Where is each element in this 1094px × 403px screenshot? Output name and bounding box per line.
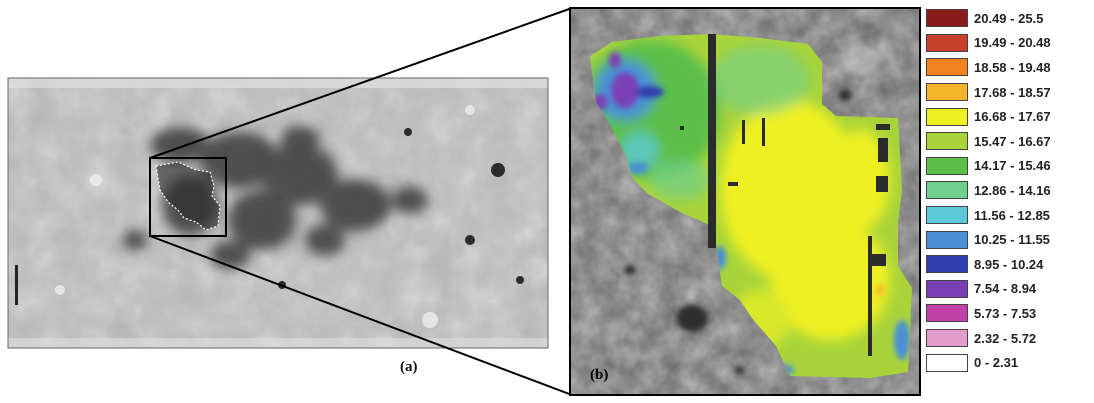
legend-swatch (926, 107, 968, 126)
legend-range-label: 17.68 - 18.57 (974, 84, 1051, 100)
legend-swatch (926, 83, 968, 102)
legend-row: 11.56 - 12.85 (926, 203, 1091, 228)
legend-range-label: 15.47 - 16.67 (974, 133, 1051, 149)
zoom-selection-box (149, 157, 227, 237)
legend-row: 14.17 - 15.46 (926, 154, 1091, 179)
data-gaps (680, 34, 890, 356)
panel-label-b: (b) (590, 367, 609, 383)
legend-row: 0 - 2.31 (926, 350, 1091, 375)
connector-line-top (149, 7, 573, 159)
legend-range-label: 8.95 - 10.24 (974, 256, 1044, 272)
legend-swatch (926, 329, 968, 348)
legend-range-label: 7.54 - 8.94 (974, 281, 1037, 297)
legend-range-label: 20.49 - 25.5 (974, 10, 1044, 26)
legend-swatch (926, 156, 968, 175)
legend-row: 8.95 - 10.24 (926, 252, 1091, 277)
legend-row: 10.25 - 11.55 (926, 227, 1091, 252)
panel-label-a: (a) (400, 359, 418, 375)
legend-row: 2.32 - 5.72 (926, 326, 1091, 351)
legend-row: 7.54 - 8.94 (926, 277, 1091, 302)
legend-row: 17.68 - 18.57 (926, 80, 1091, 105)
legend-range-label: 16.68 - 17.67 (974, 109, 1051, 125)
legend-swatch (926, 206, 968, 225)
legend-swatch (926, 230, 968, 249)
legend-range-label: 12.86 - 14.16 (974, 182, 1051, 198)
legend-swatch (926, 58, 968, 77)
legend-row: 19.49 - 20.48 (926, 31, 1091, 56)
legend-range-label: 14.17 - 15.46 (974, 158, 1051, 174)
legend-range-label: 18.58 - 19.48 (974, 59, 1051, 75)
legend-row: 15.47 - 16.67 (926, 129, 1091, 154)
legend-row: 20.49 - 25.5 (926, 6, 1091, 31)
lunar-map-border (7, 77, 549, 349)
legend-range-label: 10.25 - 11.55 (974, 232, 1050, 248)
connector-line-bottom (149, 235, 573, 396)
legend-row: 5.73 - 7.53 (926, 301, 1091, 326)
legend-swatch (926, 181, 968, 200)
legend-swatch (926, 304, 968, 323)
legend-range-label: 0 - 2.31 (974, 355, 1019, 371)
legend-swatch (926, 255, 968, 274)
legend-range-label: 5.73 - 7.53 (974, 305, 1037, 321)
legend-swatch (926, 33, 968, 52)
legend-swatch (926, 353, 968, 372)
zoomed-map-border (569, 7, 921, 396)
legend-range-label: 19.49 - 20.48 (974, 35, 1051, 51)
study-region-outline (155, 161, 221, 231)
legend-row: 18.58 - 19.48 (926, 55, 1091, 80)
legend-swatch (926, 279, 968, 298)
thickness-legend: 20.49 - 25.5 19.49 - 20.48 18.58 - 19.48 17… (926, 6, 1091, 375)
legend-row: 16.68 - 17.67 (926, 104, 1091, 129)
legend-row: 12.86 - 14.16 (926, 178, 1091, 203)
legend-swatch (926, 9, 968, 28)
legend-swatch (926, 132, 968, 151)
lunar-global-map (8, 78, 548, 348)
legend-range-label: 11.56 - 12.85 (974, 207, 1050, 223)
legend-range-label: 2.32 - 5.72 (974, 330, 1037, 346)
